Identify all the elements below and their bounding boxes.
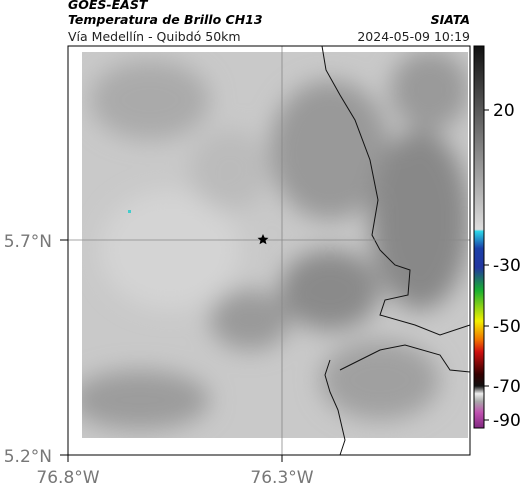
title: Temperatura de Brillo CH13 — [68, 12, 263, 27]
colorbar-label: -90 — [493, 411, 521, 431]
colorbar-label: 20 — [493, 101, 515, 121]
colorbar: 20 -30 -50 -70 -90 — [473, 45, 521, 431]
satellite-image — [67, 45, 471, 456]
colorbar-label: -70 — [493, 377, 521, 397]
y-tick-label: 5.7°N — [4, 232, 52, 252]
timestamp: 2024-05-09 10:19 — [357, 29, 470, 44]
source: SIATA — [431, 12, 470, 27]
product: GOES-EAST — [68, 0, 149, 12]
colorbar-label: -30 — [493, 256, 521, 276]
x-tick-label: 76.8°W — [36, 468, 99, 488]
x-tick-label: 76.3°W — [250, 468, 313, 488]
subtitle: Vía Medellín - Quibdó 50km — [68, 29, 241, 44]
colorbar-label: -50 — [493, 317, 521, 337]
y-tick-label: 5.2°N — [4, 447, 52, 467]
axes: 5.7°N 5.2°N 76.8°W 76.3°W — [4, 232, 314, 488]
